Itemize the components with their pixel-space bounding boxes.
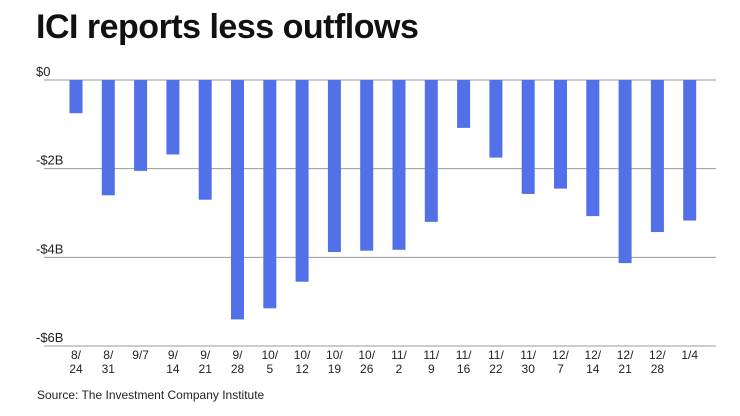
x-tick-label: 11/2 bbox=[391, 348, 407, 376]
x-tick-line: 31 bbox=[102, 362, 116, 376]
bar bbox=[586, 80, 600, 217]
x-tick-line: 24 bbox=[69, 362, 83, 376]
bar bbox=[101, 80, 115, 196]
x-tick-line: 11/ bbox=[520, 348, 536, 362]
bar bbox=[231, 80, 244, 320]
x-tick-line: 16 bbox=[457, 362, 471, 376]
x-tick-label: 12/28 bbox=[649, 348, 666, 376]
y-tick-label: -$6B bbox=[36, 330, 63, 345]
x-tick-line: 9/ bbox=[168, 348, 179, 362]
x-tick-label: 1/4 bbox=[681, 348, 698, 362]
x-tick-label: 10/5 bbox=[261, 348, 278, 376]
x-tick-line: 21 bbox=[618, 362, 632, 376]
x-tick-line: 11/ bbox=[488, 348, 504, 362]
x-tick-line: 28 bbox=[651, 362, 665, 376]
bar bbox=[554, 80, 567, 189]
x-tick-line: 9/ bbox=[200, 348, 211, 362]
x-tick-line: 9/7 bbox=[132, 348, 149, 362]
bar bbox=[263, 80, 277, 309]
y-axis-labels: $0 -$2B -$4B -$6B bbox=[36, 64, 63, 345]
x-tick-line: 19 bbox=[328, 362, 342, 376]
x-tick-label: 9/7 bbox=[132, 348, 149, 362]
x-tick-line: 14 bbox=[586, 362, 600, 376]
x-tick-line: 12/ bbox=[584, 348, 601, 362]
x-tick-line: 26 bbox=[360, 362, 374, 376]
x-tick-label: 11/9 bbox=[423, 348, 439, 376]
x-tick-label: 11/22 bbox=[488, 348, 504, 376]
x-tick-line: 9/ bbox=[232, 348, 243, 362]
bar bbox=[457, 80, 471, 128]
bar bbox=[521, 80, 535, 194]
x-tick-line: 12/ bbox=[552, 348, 569, 362]
y-tick-label: $0 bbox=[36, 64, 50, 79]
x-tick-label: 8/24 bbox=[69, 348, 83, 376]
bar bbox=[360, 80, 374, 251]
y-tick-label: -$4B bbox=[36, 241, 63, 256]
x-tick-line: 21 bbox=[199, 362, 213, 376]
x-tick-line: 2 bbox=[396, 362, 403, 376]
x-tick-label: 9/14 bbox=[166, 348, 180, 376]
bars bbox=[69, 80, 697, 320]
x-tick-label: 11/30 bbox=[520, 348, 536, 376]
bar bbox=[295, 80, 309, 282]
bar bbox=[166, 80, 180, 155]
bar bbox=[327, 80, 341, 253]
x-tick-line: 12/ bbox=[617, 348, 634, 362]
x-tick-line: 12/ bbox=[649, 348, 666, 362]
x-tick-line: 9 bbox=[428, 362, 435, 376]
bar bbox=[424, 80, 438, 222]
x-tick-line: 11/ bbox=[391, 348, 407, 362]
x-tick-label: 9/28 bbox=[231, 348, 245, 376]
bar bbox=[683, 80, 697, 221]
bar bbox=[650, 80, 664, 233]
x-tick-line: 11/ bbox=[423, 348, 439, 362]
source-note: Source: The Investment Company Institute bbox=[37, 388, 265, 402]
bar bbox=[618, 80, 632, 264]
bar bbox=[69, 80, 83, 114]
x-tick-line: 10/ bbox=[261, 348, 278, 362]
x-tick-line: 8/ bbox=[71, 348, 82, 362]
x-tick-line: 12 bbox=[295, 362, 309, 376]
x-tick-line: 1/4 bbox=[681, 348, 698, 362]
y-tick-label: -$2B bbox=[36, 153, 63, 168]
x-tick-line: 11/ bbox=[456, 348, 472, 362]
x-tick-label: 10/12 bbox=[294, 348, 311, 376]
x-tick-label: 9/21 bbox=[199, 348, 213, 376]
x-tick-line: 8/ bbox=[103, 348, 114, 362]
x-tick-line: 10/ bbox=[358, 348, 375, 362]
x-tick-line: 7 bbox=[557, 362, 564, 376]
bar bbox=[198, 80, 212, 200]
x-tick-line: 14 bbox=[166, 362, 180, 376]
x-tick-line: 28 bbox=[231, 362, 245, 376]
x-tick-line: 30 bbox=[522, 362, 536, 376]
bar bbox=[489, 80, 503, 158]
x-tick-line: 5 bbox=[266, 362, 273, 376]
x-tick-label: 10/19 bbox=[326, 348, 343, 376]
bar bbox=[134, 80, 148, 171]
x-tick-label: 12/14 bbox=[584, 348, 601, 376]
x-axis-labels: 8/248/319/7 9/149/219/2810/510/1210/1910/… bbox=[69, 348, 698, 376]
chart-title: ICI reports less outflows bbox=[36, 8, 419, 46]
bar bbox=[392, 80, 406, 250]
x-tick-line: 10/ bbox=[294, 348, 311, 362]
x-tick-label: 12/21 bbox=[617, 348, 634, 376]
x-tick-label: 8/31 bbox=[102, 348, 116, 376]
x-tick-label: 10/26 bbox=[358, 348, 375, 376]
x-tick-line: 22 bbox=[489, 362, 503, 376]
x-tick-line: 10/ bbox=[326, 348, 343, 362]
x-tick-label: 12/7 bbox=[552, 348, 569, 376]
gridlines bbox=[44, 79, 716, 347]
x-tick-label: 11/16 bbox=[456, 348, 472, 376]
